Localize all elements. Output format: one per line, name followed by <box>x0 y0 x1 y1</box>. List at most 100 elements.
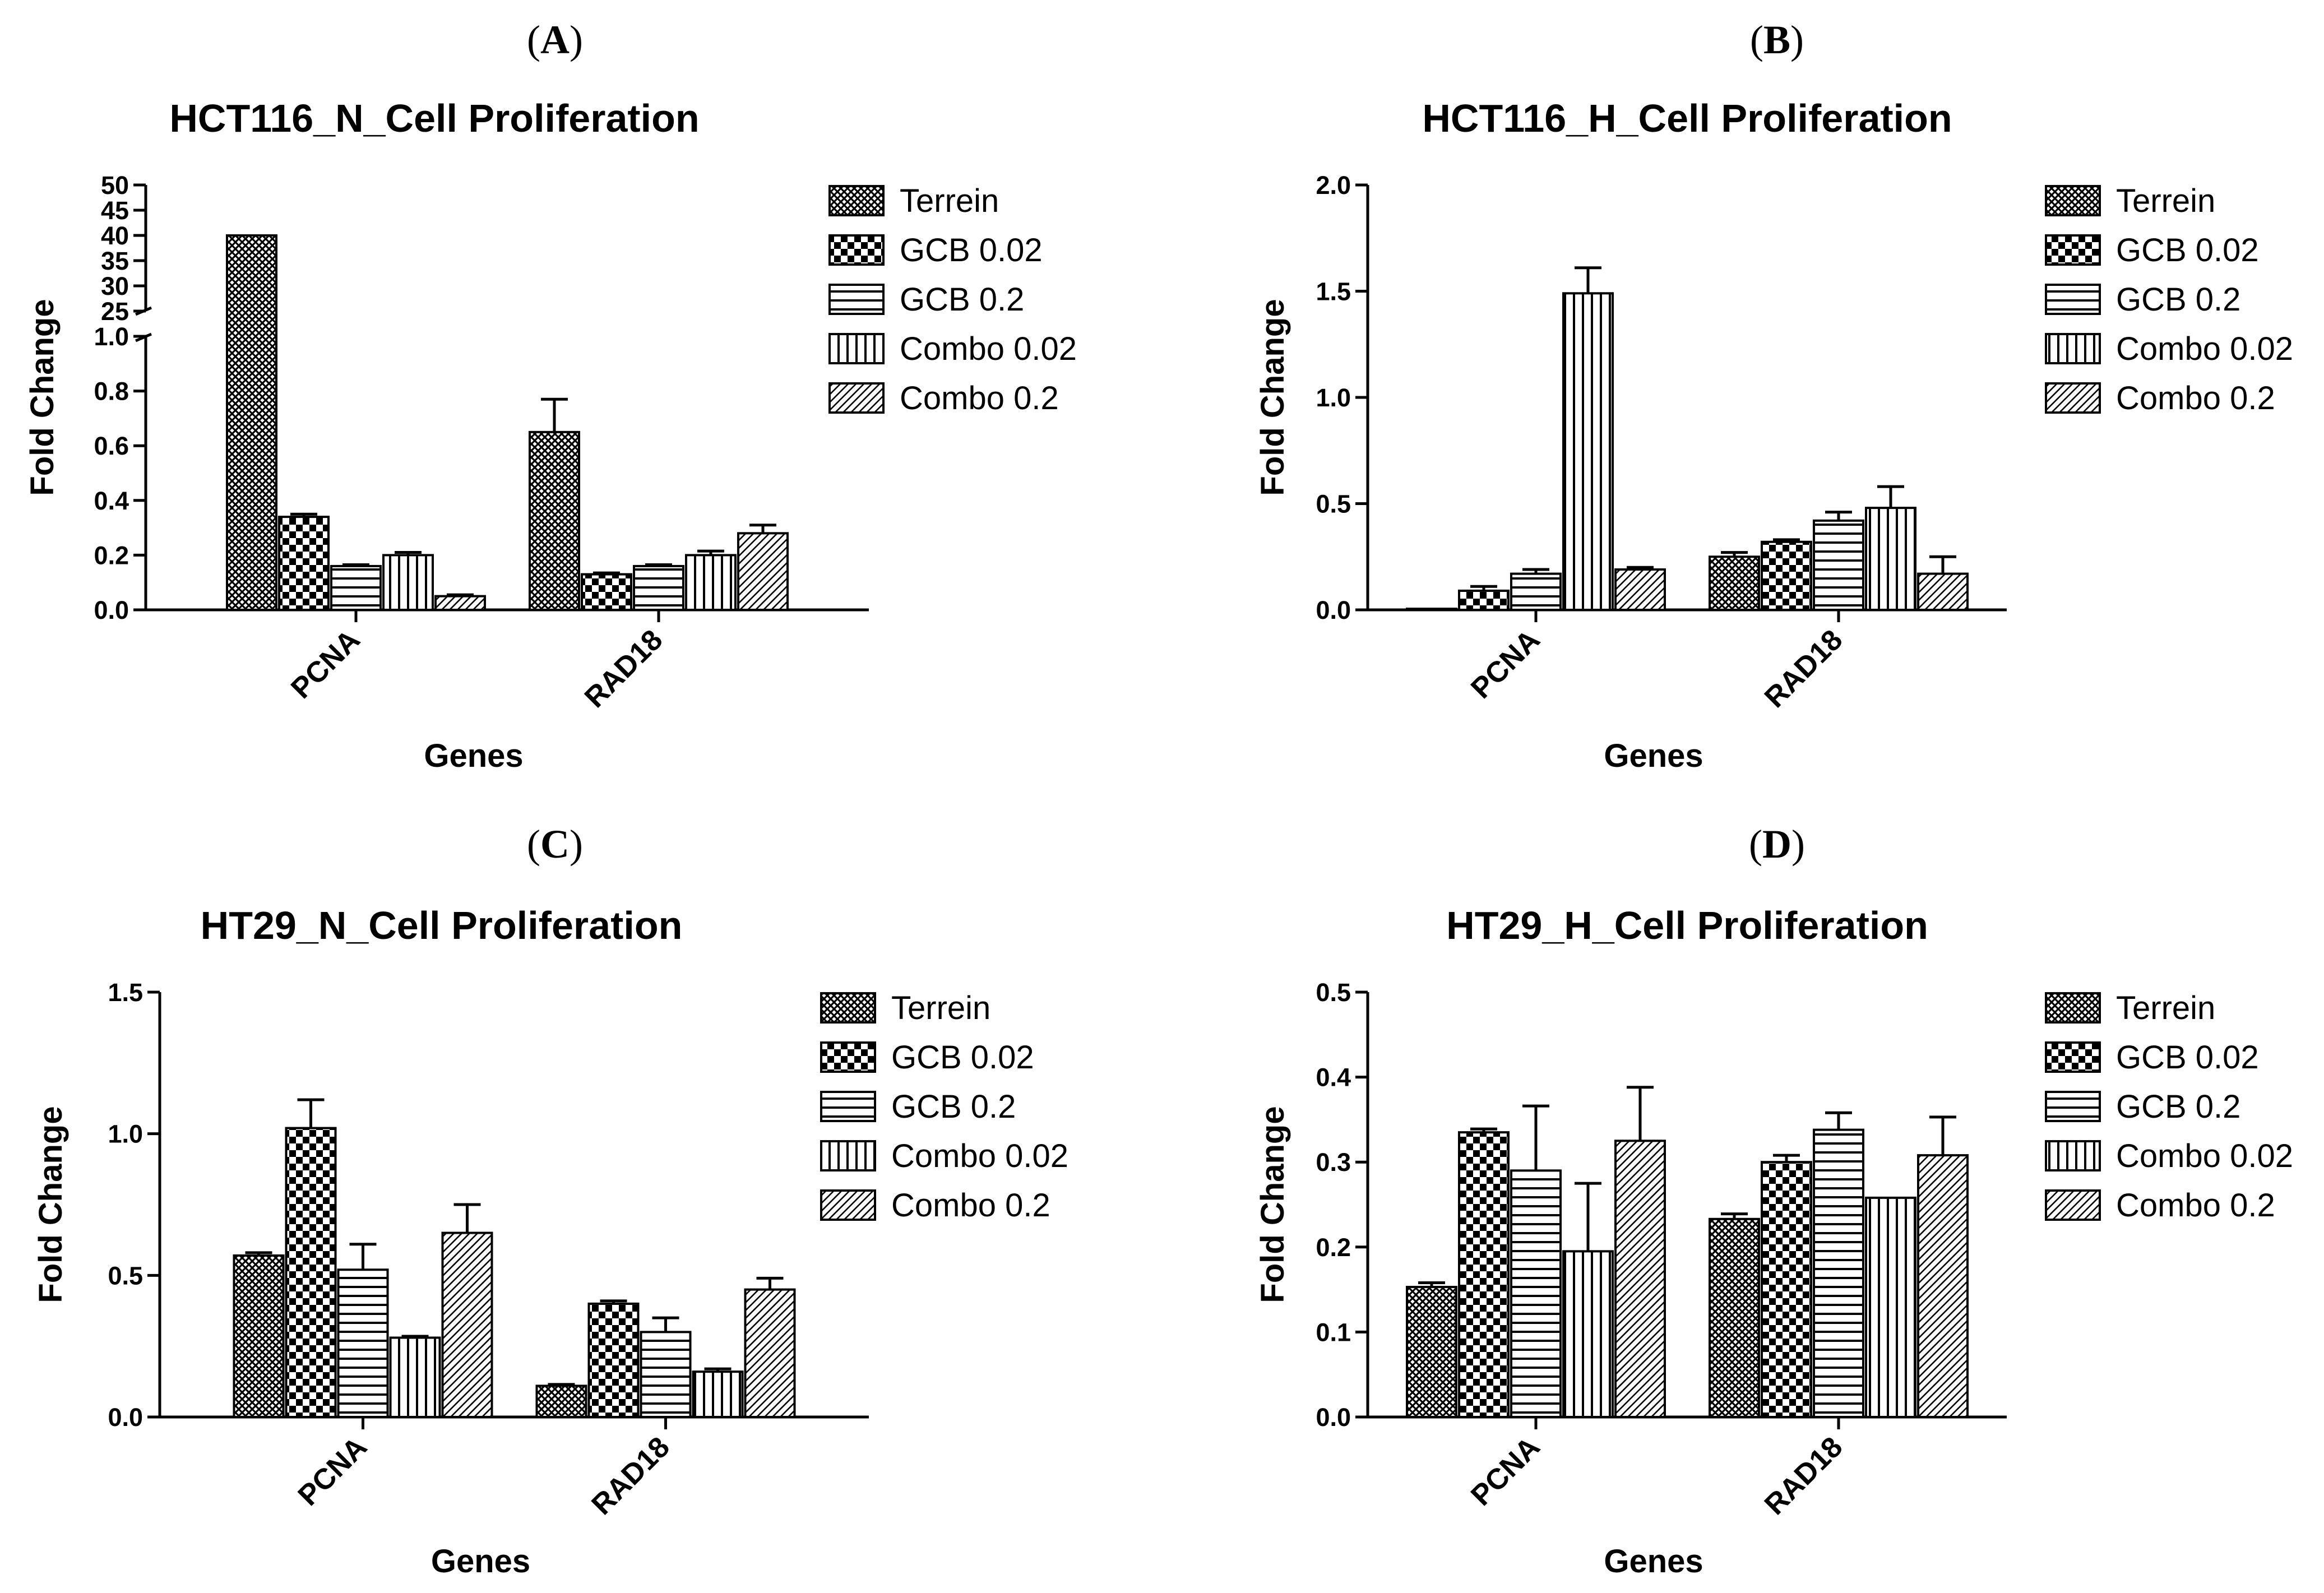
bar <box>226 234 277 611</box>
bar <box>1510 572 1562 612</box>
x-tick-label: PCNA <box>1465 623 1546 705</box>
chart-panel-d: HT29_H_Cell Proliferation Fold Change Gene… <box>1254 904 2293 1580</box>
legend-swatch <box>2045 333 2101 364</box>
bar <box>389 1336 441 1418</box>
bar <box>535 1384 587 1418</box>
legend-label: GCB 0.2 <box>900 281 1024 318</box>
chart-panel-b: HCT116_H_Cell Proliferation Fold Change Ge… <box>1254 96 2293 774</box>
bar <box>1458 589 1510 612</box>
legend-swatch <box>2045 234 2101 266</box>
bar <box>1458 1131 1510 1418</box>
legend-label: Terrein <box>900 183 999 219</box>
x-tick-label: PCNA <box>285 623 366 705</box>
bar <box>1813 519 1864 611</box>
y-tick-label: 0.3 <box>1316 1148 1351 1177</box>
bar <box>1917 572 1969 612</box>
bar <box>587 1302 640 1419</box>
y-axis-title: Fold Change <box>1254 1106 1291 1303</box>
legend-swatch <box>820 1189 876 1221</box>
legend-swatch <box>2045 382 2101 414</box>
y-tick-label: 2.0 <box>1316 171 1351 200</box>
legend-label: Terrein <box>2116 990 2215 1026</box>
y-tick-label: 0.6 <box>94 432 129 460</box>
y-tick-label: 30 <box>101 272 129 300</box>
panel-label-d: (D) <box>1749 822 1805 867</box>
y-tick-label: 1.0 <box>94 322 129 351</box>
legend-label: Combo 0.02 <box>2116 331 2293 367</box>
legend-label: Combo 0.2 <box>900 380 1059 416</box>
x-tick-label: PCNA <box>1465 1430 1546 1512</box>
legend-label: GCB 0.02 <box>2116 232 2259 268</box>
y-tick-label: 35 <box>101 247 129 275</box>
legend-label: Combo 0.2 <box>891 1187 1050 1224</box>
legend-label: GCB 0.2 <box>2116 281 2240 318</box>
panel-label-b: (B) <box>1750 17 1804 62</box>
legend-label: Combo 0.02 <box>900 331 1077 367</box>
legend-swatch <box>820 1041 876 1073</box>
bar <box>337 1268 389 1418</box>
bar <box>1510 1169 1562 1419</box>
bar <box>434 595 486 611</box>
bar <box>1614 568 1666 611</box>
legend-swatch <box>2045 992 2101 1024</box>
panel-label-a-letter: A <box>540 17 570 62</box>
legend-swatch <box>828 234 885 266</box>
y-tick-label: 0.4 <box>94 487 129 515</box>
y-axis-title: Fold Change <box>1254 299 1291 496</box>
panel-label-b-letter: B <box>1763 17 1790 62</box>
bar <box>330 564 382 611</box>
bar <box>685 554 737 612</box>
y-tick-label: 50 <box>101 171 129 200</box>
y-tick-label: 0.4 <box>1316 1063 1351 1092</box>
bar <box>640 1331 692 1418</box>
chart-title: HCT116_H_Cell Proliferation <box>1422 96 1952 140</box>
chart-panel-a: HCT116_N_Cell Proliferation Fold Change Ge… <box>24 96 1077 774</box>
bar <box>382 554 434 612</box>
legend-swatch <box>820 1140 876 1171</box>
bar <box>1562 1250 1614 1418</box>
legend-label: Terrein <box>891 990 990 1026</box>
legend-swatch <box>2045 1140 2101 1171</box>
bar <box>692 1370 744 1419</box>
bar <box>529 430 580 611</box>
legend-label: Terrein <box>2116 183 2215 219</box>
y-tick-label: 0.0 <box>1316 596 1351 624</box>
bar <box>581 573 632 612</box>
x-tick-label: RAD18 <box>1758 623 1849 714</box>
y-tick-label: 0.5 <box>1316 978 1351 1007</box>
chart-panel-c: HT29_N_Cell Proliferation Fold Change Gene… <box>33 904 1068 1580</box>
bar <box>285 1127 337 1419</box>
x-axis-title: Genes <box>1604 738 1703 774</box>
bar <box>1614 1140 1666 1419</box>
bar <box>1709 555 1760 611</box>
y-axis-title: Fold Change <box>33 1106 69 1303</box>
bar <box>1709 1217 1760 1418</box>
bar <box>737 532 789 611</box>
legend-swatch <box>2045 1041 2101 1073</box>
legend-label: GCB 0.2 <box>2116 1089 2240 1125</box>
legend-label: GCB 0.02 <box>891 1039 1034 1076</box>
legend-label: GCB 0.02 <box>900 232 1043 268</box>
legend-swatch <box>2045 185 2101 216</box>
bar <box>633 564 684 611</box>
bar <box>278 516 330 612</box>
bar <box>1406 1286 1457 1418</box>
bar <box>1813 1128 1864 1419</box>
x-axis-title: Genes <box>431 1543 530 1580</box>
legend-swatch <box>820 992 876 1024</box>
panel-label-d-letter: D <box>1762 822 1791 867</box>
legend-swatch <box>820 1091 876 1122</box>
legend-swatch <box>828 284 885 315</box>
y-axis-title: Fold Change <box>24 299 61 496</box>
panel-label-c: (C) <box>527 822 583 867</box>
y-tick-label: 1.5 <box>1316 277 1351 306</box>
x-tick-label: RAD18 <box>1758 1430 1849 1521</box>
x-tick-label: PCNA <box>292 1430 373 1512</box>
x-axis-title: Genes <box>1604 1543 1703 1580</box>
legend-swatch <box>2045 1189 2101 1221</box>
bar <box>1917 1154 1969 1419</box>
y-tick-label: 1.0 <box>1316 383 1351 412</box>
bar <box>1562 292 1614 611</box>
legend-label: Combo 0.2 <box>2116 380 2275 416</box>
